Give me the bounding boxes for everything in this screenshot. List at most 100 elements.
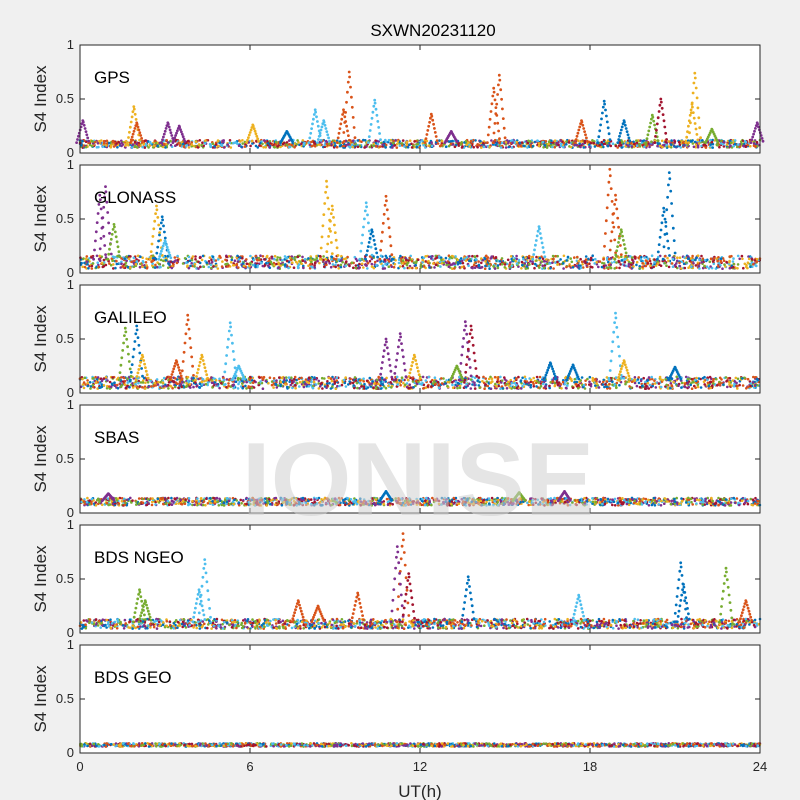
- data-point: [711, 260, 715, 263]
- spike-point: [371, 234, 375, 238]
- spike-point: [435, 139, 439, 143]
- spike-point: [606, 126, 610, 130]
- data-point: [518, 141, 522, 144]
- data-point: [472, 145, 476, 149]
- data-point: [584, 258, 588, 261]
- data-point: [182, 145, 186, 148]
- data-point: [749, 144, 752, 148]
- spike-point: [692, 116, 696, 120]
- data-point: [256, 264, 260, 267]
- data-point: [408, 266, 411, 270]
- spike-point: [696, 106, 700, 110]
- data-point: [356, 386, 359, 390]
- data-point: [383, 258, 387, 261]
- spike-point: [328, 227, 331, 231]
- data-point: [577, 259, 581, 263]
- data-point: [436, 142, 440, 145]
- data-point: [653, 258, 656, 261]
- data-point: [250, 386, 254, 390]
- spike-point: [608, 174, 612, 178]
- data-point: [81, 139, 84, 143]
- spike-point: [657, 243, 661, 247]
- data-point: [136, 254, 140, 258]
- data-point: [161, 264, 165, 267]
- data-point: [85, 255, 89, 258]
- data-point: [671, 257, 675, 261]
- data-point: [457, 142, 460, 145]
- data-point: [112, 263, 115, 266]
- data-point: [154, 141, 158, 145]
- data-point: [330, 258, 333, 261]
- data-point: [643, 256, 646, 259]
- data-point: [285, 379, 289, 382]
- data-point: [697, 142, 701, 145]
- data-point: [128, 385, 131, 389]
- data-point: [154, 263, 157, 267]
- data-point: [700, 144, 703, 148]
- spike-point: [694, 127, 698, 131]
- data-point: [94, 375, 97, 379]
- data-point: [573, 144, 576, 147]
- y-axis-label: S4 Index: [31, 185, 50, 253]
- data-point: [532, 382, 535, 386]
- spike-point: [647, 129, 651, 133]
- data-point: [238, 380, 241, 384]
- data-point: [526, 146, 529, 149]
- spike-point: [113, 225, 116, 229]
- spike-point: [311, 122, 314, 126]
- spike-point: [689, 111, 693, 115]
- spike-point: [693, 76, 697, 80]
- data-point: [565, 143, 568, 146]
- data-point: [283, 141, 286, 145]
- spike-point: [330, 241, 333, 244]
- data-point: [144, 142, 148, 146]
- data-point: [553, 384, 557, 387]
- spike-point: [320, 125, 324, 129]
- spike-point: [616, 216, 620, 220]
- data-point: [524, 256, 527, 259]
- data-point: [650, 140, 653, 143]
- data-point: [187, 266, 191, 270]
- data-point: [576, 255, 579, 259]
- data-point: [466, 141, 470, 144]
- data-point: [141, 265, 144, 269]
- data-point: [366, 267, 369, 270]
- spike-point: [245, 141, 249, 145]
- data-point: [279, 145, 282, 149]
- spike-point: [607, 257, 611, 261]
- data-point: [638, 145, 642, 148]
- spike-point: [613, 238, 617, 242]
- data-point: [285, 141, 289, 144]
- spike-point: [573, 141, 577, 145]
- spike-point: [317, 134, 321, 138]
- panel-label: GPS: [94, 68, 130, 87]
- data-point: [157, 262, 161, 266]
- spike-point: [608, 248, 612, 252]
- data-point: [488, 259, 491, 263]
- data-point: [98, 141, 102, 145]
- spike-point: [94, 239, 97, 243]
- data-point: [313, 376, 316, 379]
- data-point: [631, 256, 634, 259]
- spike-point: [667, 183, 670, 187]
- data-point: [307, 257, 310, 260]
- data-point: [484, 260, 487, 263]
- data-point: [533, 266, 536, 270]
- data-point: [746, 385, 750, 389]
- data-point: [135, 142, 138, 146]
- data-point: [728, 259, 731, 263]
- data-point: [387, 265, 391, 269]
- data-point: [479, 139, 482, 143]
- data-point: [581, 263, 584, 266]
- data-point: [496, 266, 500, 270]
- spike-point: [345, 124, 348, 128]
- data-point: [310, 140, 313, 144]
- data-point: [696, 385, 700, 389]
- spike-point: [363, 217, 366, 221]
- data-point: [641, 139, 645, 143]
- data-point: [542, 146, 545, 149]
- data-point: [286, 387, 289, 390]
- data-point: [637, 381, 641, 385]
- data-point: [109, 146, 113, 149]
- data-point: [283, 255, 287, 258]
